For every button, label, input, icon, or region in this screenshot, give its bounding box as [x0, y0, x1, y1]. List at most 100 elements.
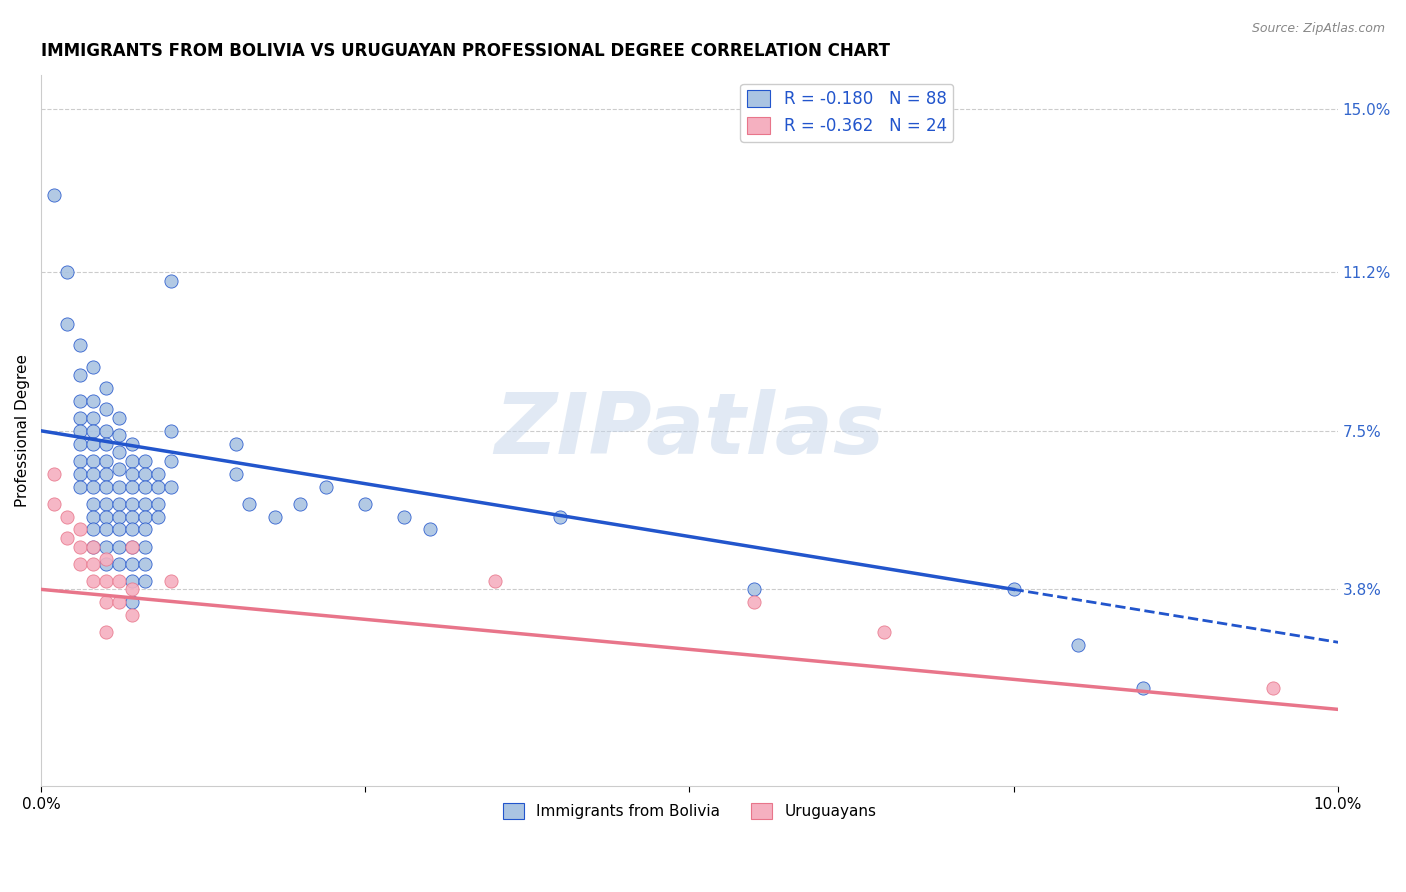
Point [94, 522, 117, 536]
Point [82, 436, 104, 450]
Point [69, 436, 91, 450]
Point [82, 540, 104, 554]
Point [94, 540, 117, 554]
Point [69, 557, 91, 571]
Point [69, 338, 91, 352]
Point [94, 497, 117, 511]
Point [742, 582, 765, 597]
Point [94, 557, 117, 571]
Point [69, 393, 91, 408]
Point [121, 540, 143, 554]
Point [238, 497, 260, 511]
Point [121, 436, 143, 450]
Point [94, 402, 117, 417]
Point [108, 497, 131, 511]
Point [134, 509, 156, 524]
Y-axis label: Professional Degree: Professional Degree [15, 354, 30, 508]
Point [42, 467, 65, 481]
Point [354, 497, 377, 511]
Point [121, 582, 143, 597]
Point [290, 497, 312, 511]
Point [146, 467, 169, 481]
Point [484, 574, 506, 588]
Point [121, 608, 143, 623]
Point [94, 574, 117, 588]
Point [82, 479, 104, 493]
Point [121, 595, 143, 609]
Point [146, 509, 169, 524]
Text: Source: ZipAtlas.com: Source: ZipAtlas.com [1251, 22, 1385, 36]
Point [419, 522, 441, 536]
Point [69, 479, 91, 493]
Point [121, 557, 143, 571]
Point [742, 595, 765, 609]
Point [1002, 582, 1025, 597]
Point [108, 595, 131, 609]
Point [82, 574, 104, 588]
Point [94, 454, 117, 468]
Legend: Immigrants from Bolivia, Uruguayans: Immigrants from Bolivia, Uruguayans [496, 797, 883, 825]
Point [146, 479, 169, 493]
Point [94, 595, 117, 609]
Point [69, 368, 91, 383]
Point [108, 574, 131, 588]
Point [159, 454, 181, 468]
Point [1067, 638, 1090, 652]
Point [108, 411, 131, 425]
Point [121, 454, 143, 468]
Point [134, 467, 156, 481]
Text: IMMIGRANTS FROM BOLIVIA VS URUGUAYAN PROFESSIONAL DEGREE CORRELATION CHART: IMMIGRANTS FROM BOLIVIA VS URUGUAYAN PRO… [41, 42, 890, 60]
Point [82, 454, 104, 468]
Point [392, 509, 415, 524]
Point [121, 497, 143, 511]
Point [56, 265, 79, 279]
Point [108, 509, 131, 524]
Point [69, 522, 91, 536]
Point [82, 467, 104, 481]
Point [94, 509, 117, 524]
Point [82, 557, 104, 571]
Point [82, 522, 104, 536]
Point [121, 540, 143, 554]
Point [159, 424, 181, 438]
Point [225, 467, 247, 481]
Point [94, 625, 117, 640]
Point [82, 497, 104, 511]
Point [159, 274, 181, 288]
Point [56, 509, 79, 524]
Point [108, 540, 131, 554]
Point [82, 424, 104, 438]
Point [159, 574, 181, 588]
Point [108, 557, 131, 571]
Point [121, 479, 143, 493]
Point [159, 479, 181, 493]
Point [69, 411, 91, 425]
Point [134, 557, 156, 571]
Point [134, 497, 156, 511]
Point [134, 454, 156, 468]
Point [134, 479, 156, 493]
Point [94, 424, 117, 438]
Point [82, 411, 104, 425]
Point [108, 479, 131, 493]
Point [121, 509, 143, 524]
Point [56, 531, 79, 545]
Point [1132, 681, 1154, 695]
Point [82, 393, 104, 408]
Point [146, 497, 169, 511]
Point [873, 625, 896, 640]
Point [108, 445, 131, 459]
Point [42, 497, 65, 511]
Point [121, 467, 143, 481]
Point [548, 509, 571, 524]
Point [108, 462, 131, 476]
Point [69, 467, 91, 481]
Point [225, 436, 247, 450]
Point [121, 522, 143, 536]
Point [94, 381, 117, 395]
Point [69, 540, 91, 554]
Point [1261, 681, 1284, 695]
Point [82, 359, 104, 374]
Point [69, 454, 91, 468]
Point [94, 467, 117, 481]
